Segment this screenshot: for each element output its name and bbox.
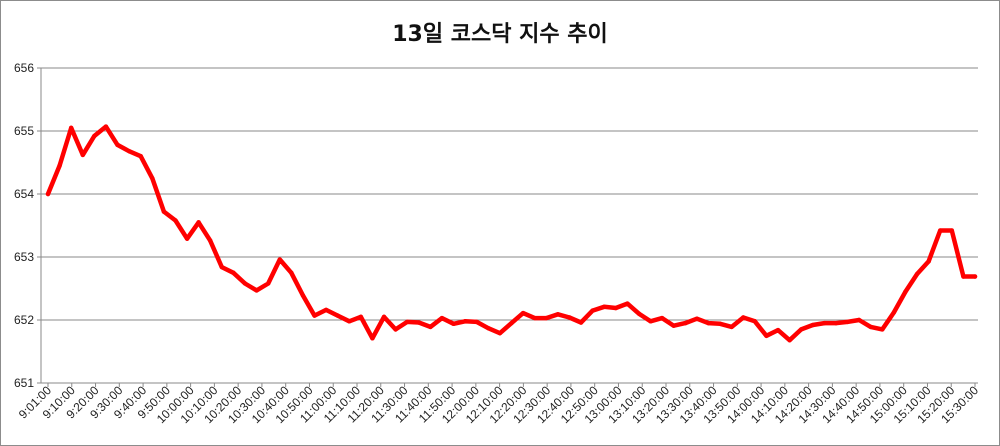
data-point (497, 331, 503, 336)
data-point (208, 238, 213, 243)
y-tick-label: 651 (14, 376, 34, 390)
data-point (555, 312, 561, 317)
data-point (961, 274, 966, 279)
data-point (161, 209, 167, 214)
data-point (381, 314, 387, 320)
data-point (57, 163, 62, 168)
data-point (335, 313, 340, 318)
data-point (358, 314, 364, 320)
data-point (405, 319, 410, 325)
data-point (683, 320, 688, 326)
data-point (833, 320, 839, 326)
data-point (474, 319, 479, 325)
data-point (126, 148, 132, 154)
data-point (625, 301, 630, 306)
data-point (648, 319, 653, 324)
data-point (949, 228, 955, 233)
data-point (914, 271, 920, 277)
y-tick-labels: 651 652 653 654 655 656 (14, 61, 34, 390)
data-point (242, 281, 248, 286)
y-tick-label: 653 (14, 250, 34, 264)
data-point (68, 125, 74, 131)
data-point (80, 152, 85, 158)
data-point (972, 274, 978, 279)
data-point (196, 220, 201, 225)
data-point (532, 315, 537, 321)
data-point (567, 315, 572, 320)
chart-title: 13일 코스닥 지수 추이 (392, 22, 608, 47)
data-point (938, 228, 943, 233)
data-point (323, 307, 329, 313)
data-point (717, 321, 723, 326)
data-point (45, 191, 51, 197)
data-point (138, 154, 143, 159)
data-point (219, 264, 225, 270)
data-point (613, 305, 618, 311)
data-point (798, 327, 804, 332)
data-point (439, 315, 445, 321)
data-point (822, 320, 827, 326)
data-point (520, 310, 526, 316)
data-point (706, 320, 711, 326)
data-point (891, 310, 897, 315)
y-tick-label: 656 (14, 61, 34, 75)
data-point (393, 327, 398, 332)
data-point (265, 281, 271, 286)
data-point (787, 337, 792, 343)
data-point (370, 336, 375, 341)
data-point (671, 323, 676, 328)
data-point (451, 321, 456, 326)
data-point (486, 325, 491, 331)
data-point (752, 319, 758, 324)
data-point (544, 315, 549, 321)
data-point (312, 313, 317, 318)
data-point (300, 293, 306, 298)
data-point (173, 218, 178, 223)
data-point (659, 315, 665, 321)
data-point (856, 317, 862, 323)
series-layer (45, 124, 978, 343)
gridlines (41, 67, 978, 384)
data-point (636, 311, 642, 316)
data-point (578, 320, 584, 325)
data-point (845, 319, 850, 325)
data-point (590, 308, 595, 313)
data-point (92, 133, 97, 139)
data-point (277, 257, 282, 262)
data-point (254, 288, 259, 293)
data-point (694, 316, 700, 321)
data-point (729, 324, 734, 330)
data-point (289, 270, 294, 275)
data-point (775, 327, 781, 333)
data-point (462, 319, 468, 324)
data-point (416, 320, 421, 325)
series-line (45, 124, 978, 343)
data-point (103, 124, 109, 129)
y-tick-label: 655 (14, 124, 34, 138)
data-point (347, 319, 352, 324)
data-point (764, 333, 769, 338)
data-point (150, 176, 155, 181)
data-point (428, 324, 433, 330)
data-point (602, 304, 607, 309)
data-point (184, 236, 190, 241)
y-tick-label: 654 (14, 187, 34, 201)
y-tick-label: 652 (14, 313, 34, 327)
x-tick-labels: 9:01:009:10:009:20:009:30:009:40:009:50:… (16, 383, 981, 426)
data-point (231, 270, 236, 275)
data-point (868, 324, 873, 330)
data-point (903, 289, 908, 294)
data-point (926, 259, 931, 264)
data-point (880, 327, 885, 332)
data-point (810, 322, 815, 328)
data-point (509, 320, 514, 326)
data-point (741, 315, 746, 320)
axes (37, 67, 978, 387)
data-point (115, 142, 120, 148)
